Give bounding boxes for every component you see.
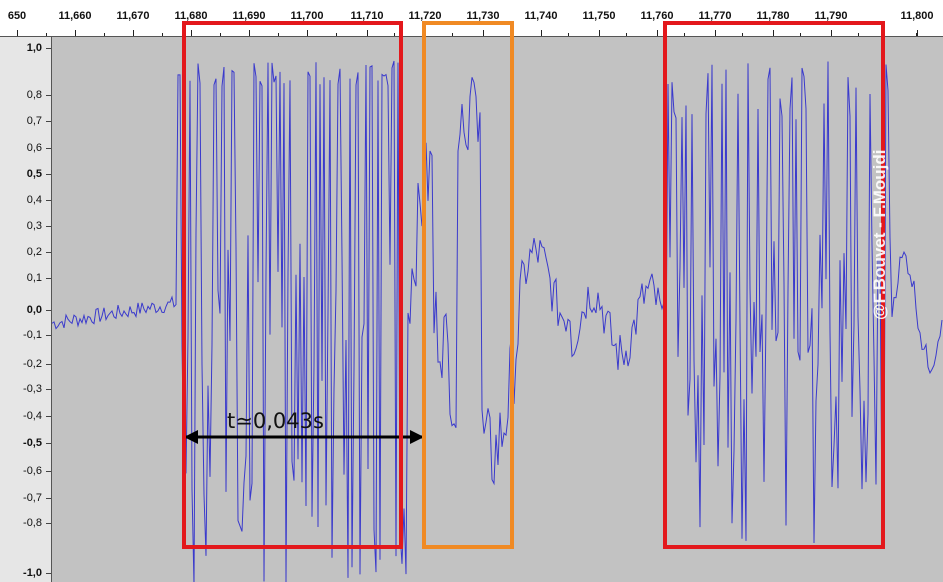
amplitude-tick (46, 443, 51, 444)
waveform-graph (52, 60, 943, 582)
ruler-tick (599, 30, 600, 36)
ruler-minor-tick (46, 33, 47, 36)
ruler-minor-tick (394, 33, 395, 36)
duration-arrow (184, 430, 424, 444)
amplitude-label: -1,0 (23, 567, 42, 579)
ruler-minor-tick (452, 33, 453, 36)
ruler-tick (773, 30, 774, 36)
amplitude-tick (46, 278, 51, 279)
ruler-minor-tick (104, 33, 105, 36)
amplitude-label: -0,7 (23, 492, 42, 504)
amplitude-label: 0,2 (26, 246, 42, 258)
amplitude-label: -0,4 (23, 410, 42, 422)
ruler-label: 11,800 (900, 10, 934, 22)
ruler-label: 11,660 (58, 10, 92, 22)
ruler-minor-tick (278, 33, 279, 36)
amplitude-label: 0,1 (26, 272, 42, 284)
duration-label: t≃0,043s (227, 409, 324, 433)
ruler-tick (483, 30, 484, 36)
amplitude-tick (46, 226, 51, 227)
ruler-label: 11,760 (640, 10, 674, 22)
amplitude-label: 0,4 (26, 194, 42, 206)
ruler-tick (307, 30, 308, 36)
amplitude-label: 0,3 (26, 220, 42, 232)
ruler-tick (75, 30, 76, 36)
ruler-minor-tick (568, 33, 569, 36)
ruler-label: 11,740 (524, 10, 558, 22)
amplitude-tick (46, 252, 51, 253)
amplitude-tick (46, 121, 51, 122)
watermark: @F.Bouvet - F.Moujdi (870, 149, 889, 320)
ruler-label: 11,730 (466, 10, 500, 22)
ruler-tick (249, 30, 250, 36)
amplitude-label: -0,8 (23, 517, 42, 529)
ruler-minor-tick (336, 33, 337, 36)
highlight-box-red-right (663, 21, 885, 549)
ruler-minor-tick (684, 33, 685, 36)
amplitude-tick (46, 174, 51, 175)
amplitude-tick (46, 335, 51, 336)
time-ruler[interactable]: 650 11,660 11,670 11,680 11,690 11,700 11,710 1… (0, 0, 943, 37)
ruler-label: 11,700 (290, 10, 324, 22)
amplitude-tick (46, 310, 51, 311)
amplitude-tick (46, 364, 51, 365)
amplitude-tick (46, 573, 51, 574)
ruler-minor-tick (742, 33, 743, 36)
ruler-tick (133, 30, 134, 36)
amplitude-label: -0,6 (23, 465, 42, 477)
ruler-tick (917, 30, 918, 36)
ruler-tick (17, 30, 18, 36)
ruler-tick (541, 30, 542, 36)
amplitude-tick (46, 498, 51, 499)
ruler-tick (831, 30, 832, 36)
amplitude-label: 0,0 (26, 304, 42, 316)
ruler-label: 11,690 (232, 10, 266, 22)
amplitude-tick (46, 471, 51, 472)
waveform-area[interactable]: t≃0,043s (52, 21, 943, 582)
amplitude-label: 1,0 (26, 42, 42, 54)
amplitude-label: -0,5 (23, 437, 42, 449)
ruler-tick (367, 30, 368, 36)
amplitude-tick (46, 95, 51, 96)
ruler-minor-tick (626, 33, 627, 36)
ruler-minor-tick (858, 33, 859, 36)
waveform-line (52, 60, 943, 582)
ruler-minor-tick (800, 33, 801, 36)
amplitude-label: 0,8 (26, 89, 42, 101)
amplitude-label: 0,5 (26, 168, 42, 180)
highlight-box-orange (422, 21, 514, 549)
ruler-label: 11,710 (350, 10, 384, 22)
ruler-label: 11,790 (814, 10, 848, 22)
amplitude-tick (46, 148, 51, 149)
ruler-tick (191, 30, 192, 36)
amplitude-label: -0,1 (23, 329, 42, 341)
ruler-minor-tick (220, 33, 221, 36)
ruler-label: 11,680 (174, 10, 208, 22)
amplitude-label: 0,6 (26, 142, 42, 154)
amplitude-tick (46, 200, 51, 201)
ruler-label: 11,750 (582, 10, 616, 22)
amplitude-tick (46, 416, 51, 417)
amplitude-tick (46, 48, 51, 49)
amplitude-label: 0,7 (26, 115, 42, 127)
amplitude-tick (46, 523, 51, 524)
amplitude-label: -0,2 (23, 358, 42, 370)
ruler-label: 650 (7, 10, 27, 22)
amplitude-label: -0,3 (23, 383, 42, 395)
ruler-label: 11,780 (756, 10, 790, 22)
ruler-tick (715, 30, 716, 36)
amplitude-axis: 1,0 0,8 0,7 0,6 0,5 0,4 0,3 0,2 0,1 0,0 -0,1 -0,2 -0… (0, 37, 52, 582)
ruler-label: 11,720 (408, 10, 442, 22)
highlight-box-red-left (182, 21, 403, 549)
ruler-minor-tick (162, 33, 163, 36)
ruler-minor-tick (916, 33, 917, 36)
ruler-label: 11,670 (116, 10, 150, 22)
ruler-tick (657, 30, 658, 36)
amplitude-tick (46, 389, 51, 390)
ruler-label: 11,770 (698, 10, 732, 22)
